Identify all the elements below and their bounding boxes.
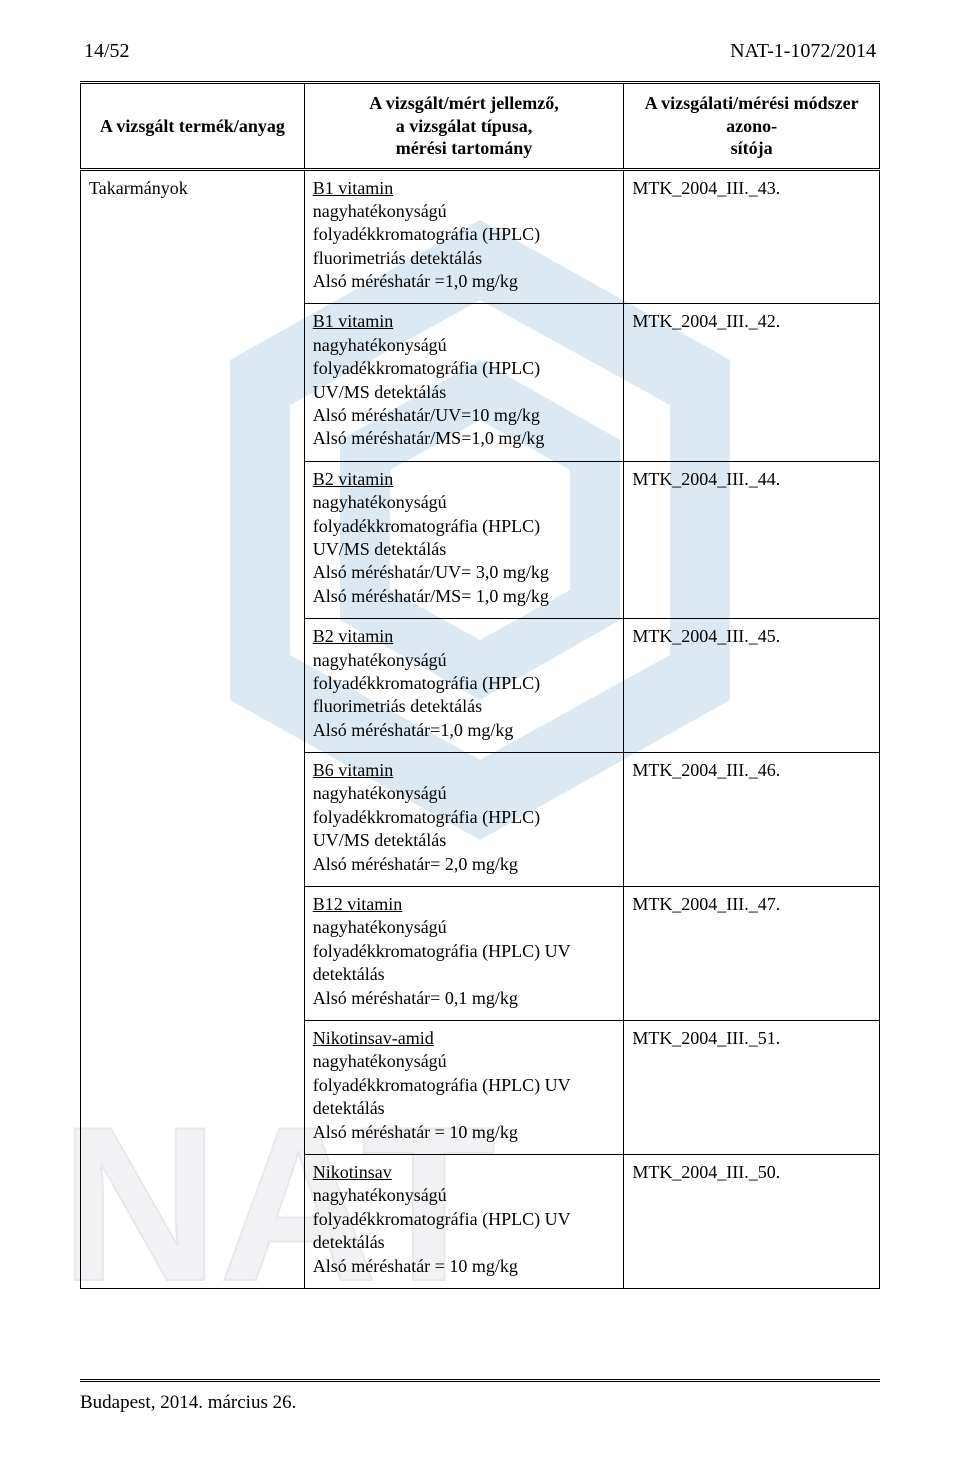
col-header-attribute: A vizsgált/mért jellemző, a vizsgálat tí… (304, 83, 624, 170)
attribute-line: folyadékkromatográfia (HPLC) (313, 357, 616, 380)
method-cell: MTK_2004_III._47. (624, 887, 880, 1021)
attribute-line: nagyhatékonyságú (313, 1184, 616, 1207)
product-cell: Takarmányok (81, 169, 305, 1288)
attribute-cell: B1 vitaminnagyhatékonyságúfolyadékkromat… (304, 169, 624, 304)
attribute-lead: Nikotinsav-amid (313, 1027, 616, 1050)
attribute-line: Alsó méréshatár = 10 mg/kg (313, 1255, 616, 1278)
attribute-lead: B1 vitamin (313, 177, 616, 200)
attribute-line: folyadékkromatográfia (HPLC) UV (313, 1074, 616, 1097)
col-header-method: A vizsgálati/mérési módszer azono- sítój… (624, 83, 880, 170)
attribute-line: folyadékkromatográfia (HPLC) UV (313, 940, 616, 963)
attribute-line: UV/MS detektálás (313, 829, 616, 852)
table-body: TakarmányokB1 vitaminnagyhatékonyságúfol… (81, 169, 880, 1288)
attribute-lead: B12 vitamin (313, 893, 616, 916)
attribute-line: Alsó méréshatár/MS=1,0 mg/kg (313, 427, 616, 450)
attribute-line: UV/MS detektálás (313, 538, 616, 561)
col-header-product: A vizsgált termék/anyag (81, 83, 305, 170)
data-table: A vizsgált termék/anyag A vizsgált/mért … (80, 81, 880, 1289)
attribute-line: nagyhatékonyságú (313, 491, 616, 514)
method-cell: MTK_2004_III._46. (624, 753, 880, 887)
attribute-line: detektálás (313, 1097, 616, 1120)
attribute-line: Alsó méréshatár/UV= 3,0 mg/kg (313, 561, 616, 584)
attribute-line: Alsó méréshatár= 2,0 mg/kg (313, 853, 616, 876)
page-number: 14/52 (84, 40, 130, 63)
attribute-line: Alsó méréshatár/UV=10 mg/kg (313, 404, 616, 427)
attribute-line: nagyhatékonyságú (313, 1050, 616, 1073)
attribute-line: nagyhatékonyságú (313, 200, 616, 223)
attribute-lead: B2 vitamin (313, 468, 616, 491)
attribute-line: fluorimetriás detektálás (313, 247, 616, 270)
method-cell: MTK_2004_III._45. (624, 619, 880, 753)
attribute-line: folyadékkromatográfia (HPLC) (313, 223, 616, 246)
attribute-cell: B2 vitaminnagyhatékonyságúfolyadékkromat… (304, 461, 624, 618)
attribute-line: folyadékkromatográfia (HPLC) (313, 672, 616, 695)
attribute-line: detektálás (313, 963, 616, 986)
attribute-lead: B6 vitamin (313, 759, 616, 782)
doc-reference: NAT-1-1072/2014 (730, 40, 876, 63)
attribute-line: nagyhatékonyságú (313, 649, 616, 672)
attribute-line: folyadékkromatográfia (HPLC) UV (313, 1208, 616, 1231)
attribute-line: fluorimetriás detektálás (313, 695, 616, 718)
attribute-line: Alsó méréshatár= 0,1 mg/kg (313, 987, 616, 1010)
table-header-row: A vizsgált termék/anyag A vizsgált/mért … (81, 83, 880, 170)
attribute-cell: B6 vitaminnagyhatékonyságúfolyadékkromat… (304, 753, 624, 887)
attribute-cell: B12 vitaminnagyhatékonyságúfolyadékkroma… (304, 887, 624, 1021)
method-cell: MTK_2004_III._50. (624, 1154, 880, 1288)
attribute-line: folyadékkromatográfia (HPLC) (313, 806, 616, 829)
method-cell: MTK_2004_III._51. (624, 1021, 880, 1155)
footer: Budapest, 2014. március 26. (80, 1379, 880, 1414)
attribute-line: UV/MS detektálás (313, 381, 616, 404)
attribute-cell: B2 vitaminnagyhatékonyságúfolyadékkromat… (304, 619, 624, 753)
page-header: 14/52 NAT-1-1072/2014 (80, 40, 880, 63)
footer-text: Budapest, 2014. március 26. (80, 1392, 296, 1413)
table-row: TakarmányokB1 vitaminnagyhatékonyságúfol… (81, 169, 880, 304)
attribute-lead: B1 vitamin (313, 310, 616, 333)
attribute-line: Alsó méréshatár/MS= 1,0 mg/kg (313, 585, 616, 608)
method-cell: MTK_2004_III._44. (624, 461, 880, 618)
attribute-line: Alsó méréshatár=1,0 mg/kg (313, 719, 616, 742)
attribute-cell: Nikotinsav-amidnagyhatékonyságúfolyadékk… (304, 1021, 624, 1155)
attribute-lead: B2 vitamin (313, 625, 616, 648)
attribute-line: folyadékkromatográfia (HPLC) (313, 515, 616, 538)
attribute-cell: B1 vitaminnagyhatékonyságúfolyadékkromat… (304, 304, 624, 461)
attribute-line: Alsó méréshatár = 10 mg/kg (313, 1121, 616, 1144)
attribute-lead: Nikotinsav (313, 1161, 616, 1184)
attribute-line: Alsó méréshatár =1,0 mg/kg (313, 270, 616, 293)
attribute-line: nagyhatékonyságú (313, 334, 616, 357)
attribute-line: nagyhatékonyságú (313, 916, 616, 939)
method-cell: MTK_2004_III._43. (624, 169, 880, 304)
attribute-line: detektálás (313, 1231, 616, 1254)
method-cell: MTK_2004_III._42. (624, 304, 880, 461)
attribute-line: nagyhatékonyságú (313, 782, 616, 805)
attribute-cell: Nikotinsavnagyhatékonyságúfolyadékkromat… (304, 1154, 624, 1288)
